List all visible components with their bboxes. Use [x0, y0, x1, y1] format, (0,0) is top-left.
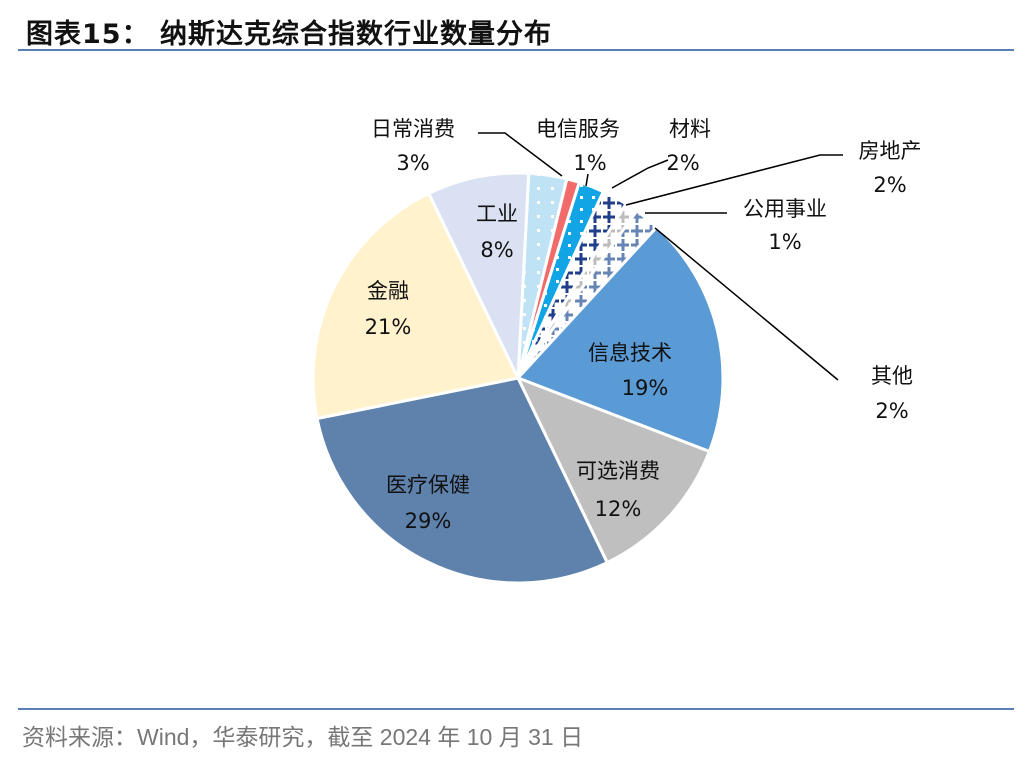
leader-line-5 [654, 227, 839, 381]
slice-pct-label-0: 3% [396, 151, 429, 175]
slice-label-9: 金融 [367, 279, 409, 303]
slice-pct-label-2: 2% [666, 151, 699, 175]
source-note: 资料来源：Wind，华泰研究，截至 2024 年 10 月 31 日 [22, 724, 584, 750]
leader-line-2 [611, 159, 669, 189]
slice-label-5: 其他 [871, 364, 913, 388]
slice-label-8: 医疗保健 [386, 473, 470, 497]
slice-label-2: 材料 [669, 117, 711, 141]
slice-label-1: 电信服务 [536, 117, 620, 141]
slice-label-6: 信息技术 [588, 341, 672, 365]
slice-label-3: 房地产 [859, 139, 922, 163]
slice-pct-label-7: 12% [595, 497, 642, 521]
leader-line-3 [625, 154, 843, 206]
pie-slice-9 [311, 191, 521, 421]
slice-pct-label-9: 21% [365, 315, 412, 339]
slice-pct-label-8: 29% [405, 509, 452, 533]
figure-title: 图表15： 纳斯达克综合指数行业数量分布 [26, 19, 552, 50]
slice-pct-label-10: 8% [480, 238, 513, 262]
leader-line-0 [478, 132, 563, 177]
slice-label-4: 公用事业 [743, 197, 827, 221]
bottom-divider [18, 708, 1014, 710]
slice-pct-label-5: 2% [875, 399, 908, 423]
leader-line-1 [585, 173, 589, 187]
pie-slice-8 [315, 376, 610, 585]
top-divider [18, 49, 1014, 51]
pie-slice-7 [515, 375, 712, 565]
slice-pct-label-1: 1% [573, 151, 606, 175]
slice-pct-label-4: 1% [768, 230, 801, 254]
slice-label-0: 日常消费 [371, 117, 455, 141]
slice-label-7: 可选消费 [576, 459, 660, 483]
slice-pct-label-6: 19% [622, 376, 669, 400]
slice-pct-label-3: 2% [873, 173, 906, 197]
slice-label-10: 工业 [476, 202, 518, 226]
pie-slice-10 [426, 171, 531, 379]
pie-slice-6 [515, 224, 725, 454]
